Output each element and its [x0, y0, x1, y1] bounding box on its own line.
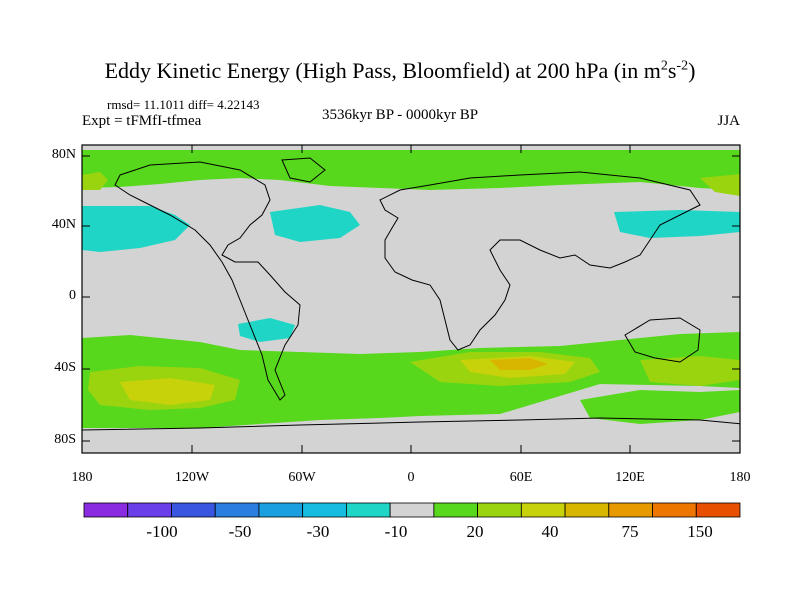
- antarctica-coast: [82, 417, 740, 431]
- lat-label-80n: 80N: [51, 147, 76, 162]
- cyan-patch-npac-east: [614, 210, 740, 238]
- colorbar-swatch: [83, 502, 129, 518]
- colorbar-swatch: [608, 502, 653, 518]
- orange-patch-sind: [490, 358, 548, 370]
- colorbar-swatch: [345, 502, 391, 518]
- colorbar-label: -50: [228, 522, 252, 541]
- antarctic-gray: [82, 384, 740, 453]
- colorbar-label: 40: [541, 522, 559, 541]
- colorbar-label: -30: [306, 522, 330, 541]
- green-band-north: [82, 150, 740, 190]
- stats-text: rmsd= 11.1011 diff= 4.22143: [107, 97, 260, 112]
- australia-coast: [624, 317, 701, 363]
- lat-label-0: 0: [69, 288, 76, 303]
- yellow-patch-spac: [120, 378, 215, 405]
- cyan-patch-natl: [270, 205, 360, 242]
- colorbar-swatch: [695, 502, 741, 518]
- colorbar-swatch: [302, 502, 347, 518]
- map-title: Eddy Kinetic Energy (High Pass, Bloomfie…: [104, 58, 696, 83]
- colorbar-swatch: [258, 502, 304, 518]
- axis-ticks: [82, 145, 740, 453]
- experiment-label: Expt = tFMfI-tfmea: [82, 113, 202, 129]
- yellowgreen-patch-spac-east: [640, 356, 740, 386]
- colorbar-label: -100: [146, 522, 178, 541]
- lon-label-120e: 120E: [615, 470, 645, 485]
- colorbar-swatch: [171, 502, 216, 518]
- lon-label-0: 0: [407, 470, 415, 485]
- season-label: JJA: [717, 113, 740, 129]
- map-field: [82, 145, 740, 453]
- greenland-coast: [281, 157, 326, 183]
- lon-label-60w: 60W: [288, 470, 316, 485]
- colorbar-label: 150: [687, 522, 713, 541]
- colorbar: [83, 502, 741, 518]
- colorbar-swatch: [477, 502, 522, 518]
- cyan-patch-spac: [238, 318, 295, 342]
- colorbar-swatch: [214, 502, 260, 518]
- lat-label-40s: 40S: [54, 360, 76, 375]
- americas-coast: [114, 161, 301, 401]
- colorbar-swatch: [127, 502, 172, 518]
- eurasia-africa-coast: [379, 171, 701, 351]
- lon-label-180e: 180: [729, 470, 751, 485]
- lon-label-120w: 120W: [174, 470, 210, 485]
- colorbar-swatch: [389, 502, 435, 518]
- colorbar-swatch: [564, 502, 610, 518]
- period-label: 3536kyr BP - 0000kyr BP: [321, 107, 479, 123]
- colorbar-swatch: [433, 502, 479, 518]
- lon-label-60e: 60E: [509, 470, 533, 485]
- yellowgreen-patch-ne: [700, 174, 740, 196]
- colorbar-swatch: [652, 502, 697, 518]
- colorbar-label: -10: [384, 522, 408, 541]
- colorbar-swatch: [520, 502, 566, 518]
- lon-label-180w: 180: [71, 470, 93, 485]
- colorbar-label: 75: [621, 522, 639, 541]
- yellowgreen-patch-nw: [82, 172, 108, 190]
- coastlines: [82, 157, 740, 431]
- green-patch-southern-ocean: [580, 390, 740, 424]
- lat-label-80s: 80S: [54, 432, 76, 447]
- lat-label-40n: 40N: [51, 217, 76, 232]
- colorbar-label: 20: [466, 522, 484, 541]
- cyan-patch-npac-west: [82, 206, 190, 252]
